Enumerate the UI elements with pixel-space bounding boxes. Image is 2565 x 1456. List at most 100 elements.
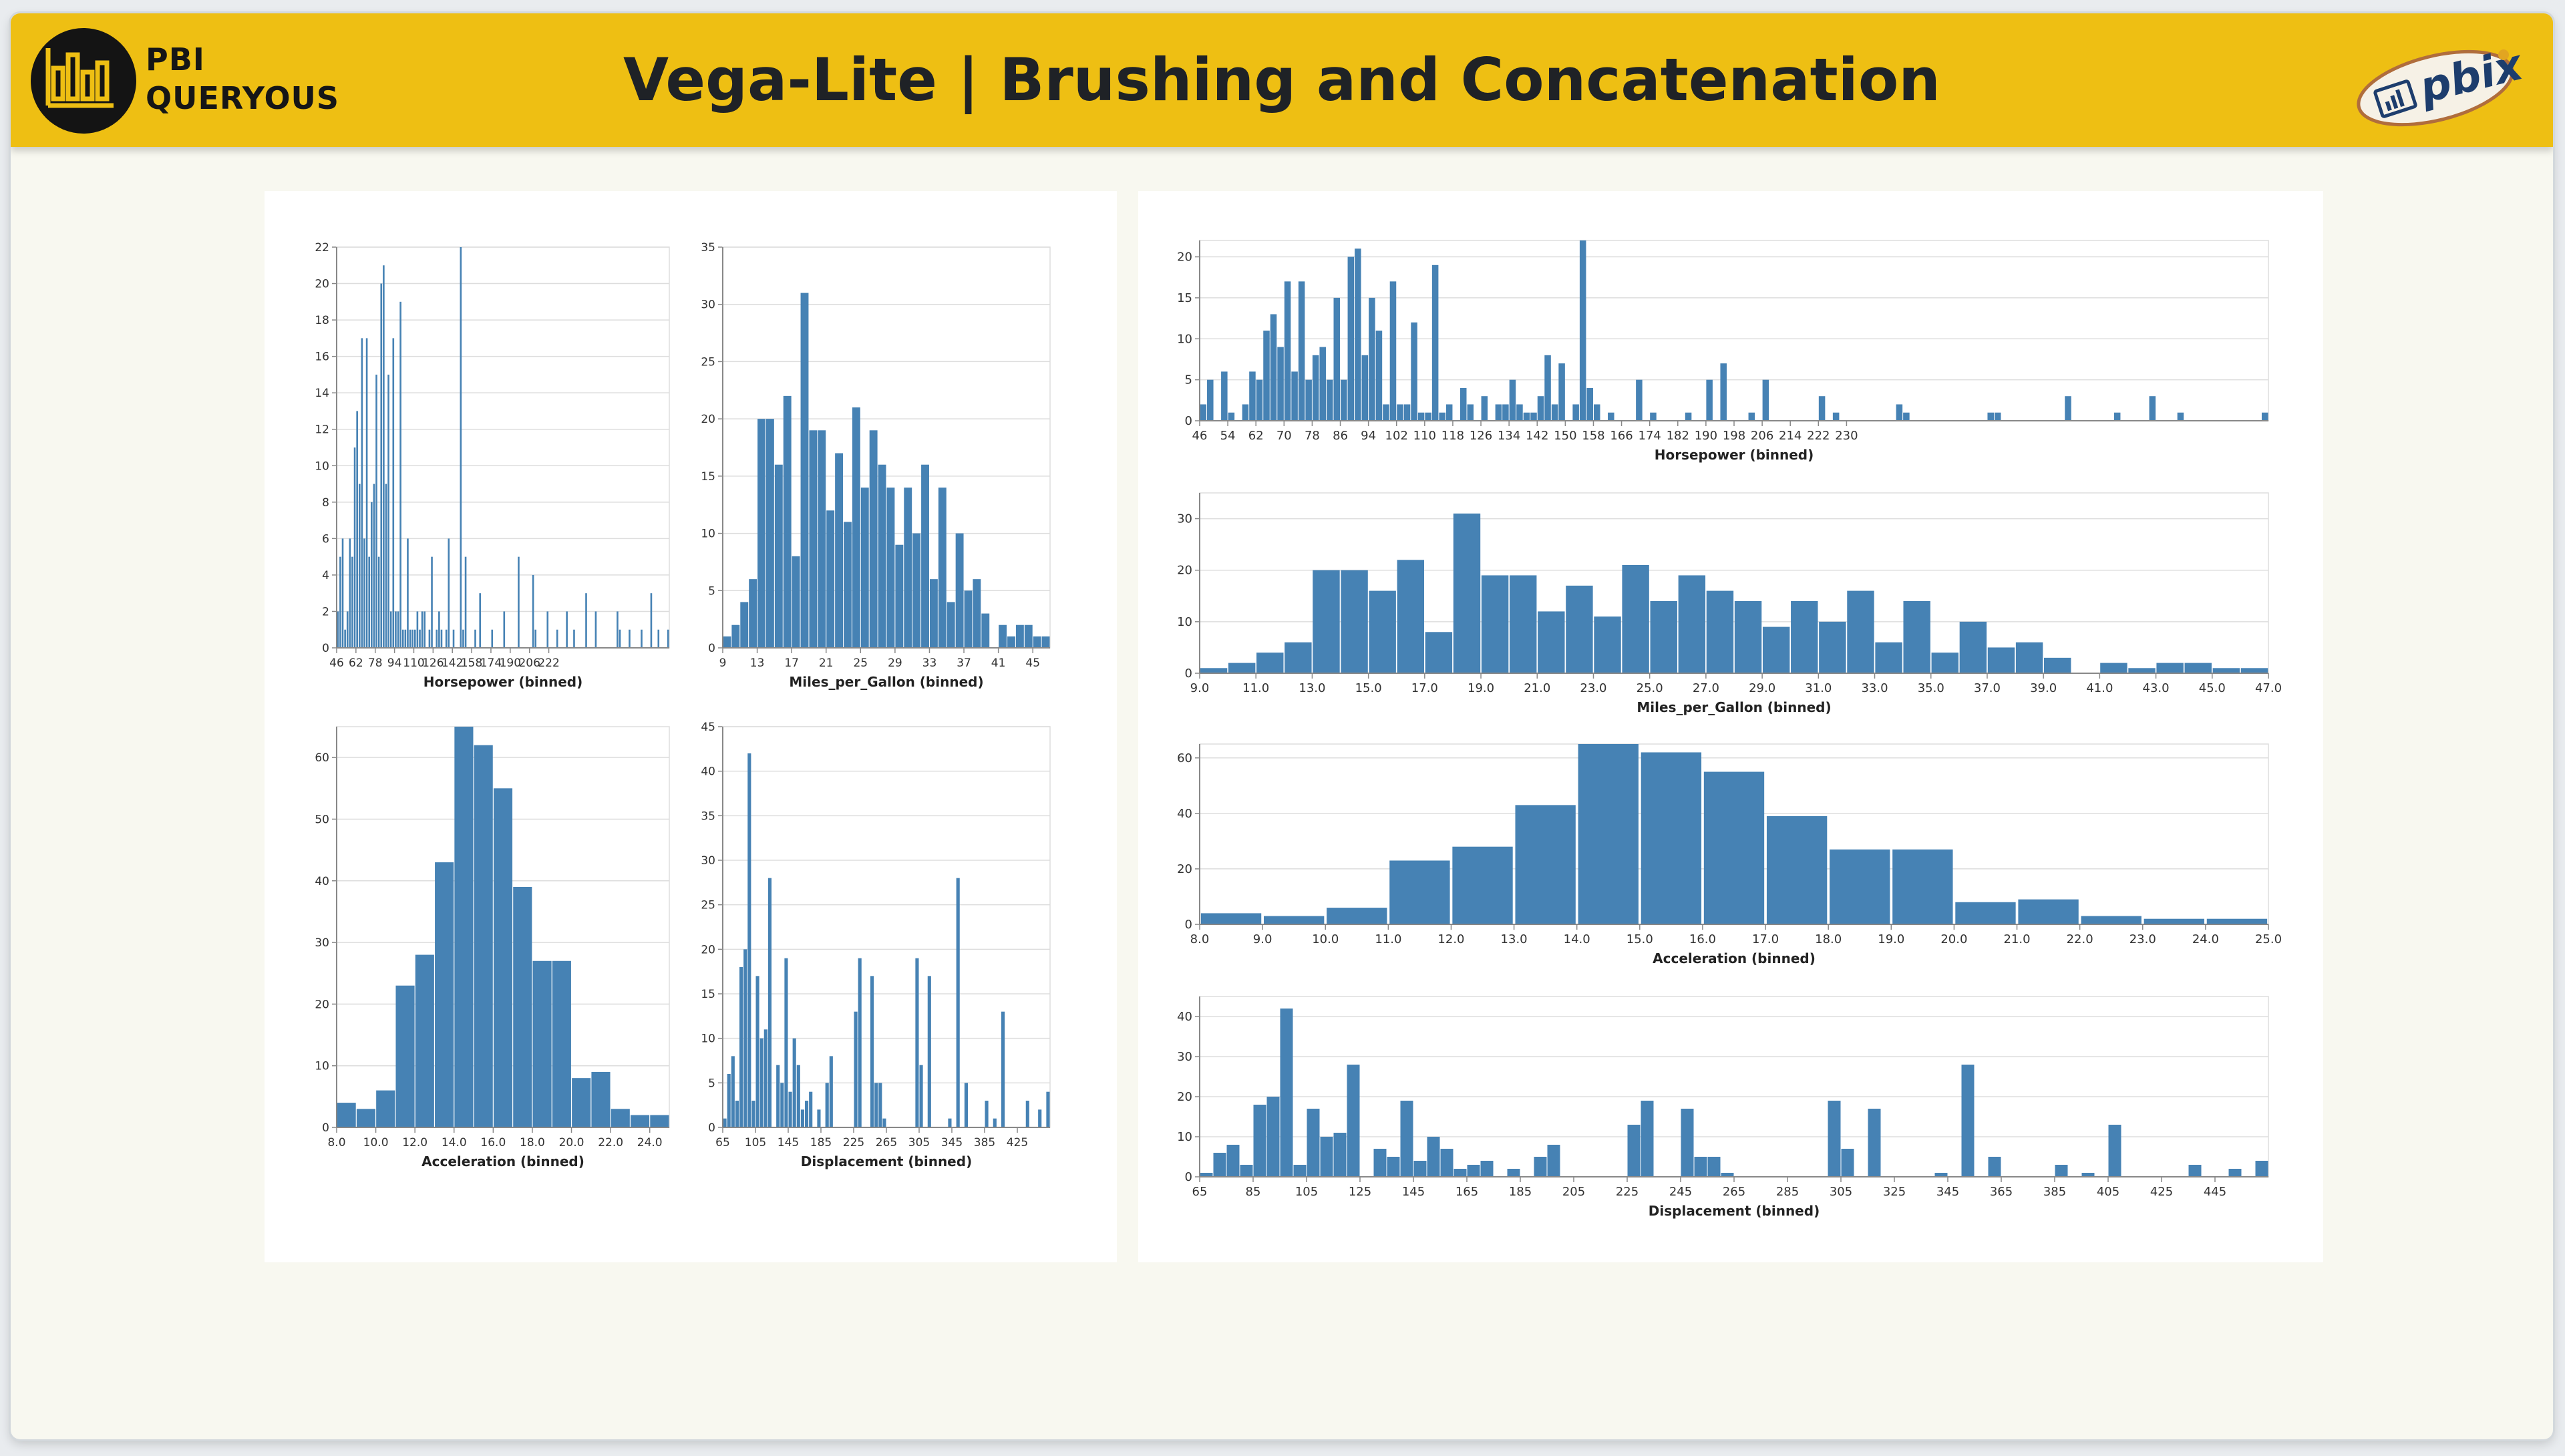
left-mpg-bar[interactable] (723, 636, 731, 648)
right-displacement-bar[interactable] (1988, 1157, 2001, 1177)
right-horsepower-bar[interactable] (1425, 412, 1431, 421)
right-horsepower-bar[interactable] (1720, 363, 1727, 421)
right-displacement-bar[interactable] (1400, 1101, 1413, 1177)
right-displacement-bar[interactable] (1507, 1169, 1520, 1177)
left-displacement-bar[interactable] (825, 1083, 829, 1127)
left-horsepower-bar[interactable] (573, 629, 575, 648)
right-mpg-bar[interactable] (2212, 668, 2240, 673)
left-horsepower-bar[interactable] (464, 556, 467, 648)
right-horsepower-bar[interactable] (1551, 404, 1558, 421)
right-mpg-bar[interactable] (1341, 570, 1368, 673)
left-displacement-bar[interactable] (919, 1065, 923, 1127)
right-horsepower-bar[interactable] (1249, 371, 1256, 421)
right-horsepower-bar[interactable] (1650, 412, 1657, 421)
left-horsepower-bar[interactable] (419, 629, 421, 648)
right-horsepower-bar[interactable] (1572, 404, 1579, 421)
left-displacement-bar[interactable] (747, 753, 751, 1127)
right-acceleration-bar[interactable] (1955, 902, 2016, 924)
right-mpg-bar[interactable] (1313, 570, 1340, 673)
left-horsepower-bar[interactable] (585, 593, 587, 648)
right-displacement-bar[interactable] (1440, 1149, 1454, 1177)
left-horsepower-bar[interactable] (358, 484, 361, 648)
left-mpg-bar[interactable] (869, 430, 878, 648)
right-horsepower-bar[interactable] (1207, 379, 1214, 421)
right-horsepower-bar[interactable] (1291, 371, 1298, 421)
right-displacement-bar[interactable] (1841, 1149, 1854, 1177)
right-acceleration-bar[interactable] (2081, 916, 2142, 924)
right-displacement-bar[interactable] (1427, 1137, 1440, 1177)
left-acceleration-bar[interactable] (532, 960, 552, 1127)
left-horsepower-bar[interactable] (438, 611, 440, 648)
left-horsepower-bar[interactable] (411, 629, 413, 648)
left-horsepower-bar[interactable] (339, 556, 341, 648)
left-mpg-bar[interactable] (835, 453, 844, 648)
right-mpg-bar[interactable] (1566, 585, 1593, 673)
left-horsepower-bar[interactable] (491, 629, 494, 648)
left-horsepower-bar[interactable] (534, 629, 537, 648)
left-displacement-bar[interactable] (915, 958, 919, 1127)
left-horsepower-bar[interactable] (667, 629, 669, 648)
left-mpg-bar[interactable] (1033, 636, 1041, 648)
left-horsepower-bar[interactable] (445, 629, 448, 648)
right-horsepower-bar[interactable] (1333, 297, 1341, 421)
right-horsepower-bar[interactable] (1319, 347, 1326, 421)
left-horsepower-bar[interactable] (619, 629, 621, 648)
right-horsepower-bar[interactable] (1586, 387, 1593, 421)
right-horsepower-bar[interactable] (1242, 404, 1249, 421)
left-displacement-bar[interactable] (1038, 1109, 1042, 1127)
right-mpg-bar[interactable] (1903, 601, 1930, 673)
left-horsepower-bar[interactable] (436, 629, 438, 648)
left-mpg-bar[interactable] (947, 602, 955, 648)
left-acceleration-bar[interactable] (552, 960, 571, 1127)
left-mpg-bar[interactable] (1015, 624, 1024, 648)
left-mpg-bar[interactable] (844, 522, 852, 648)
left-horsepower-bar[interactable] (460, 247, 462, 648)
right-acceleration-bar[interactable] (2144, 918, 2204, 924)
right-horsepower-bar[interactable] (1298, 281, 1305, 421)
left-mpg-bar[interactable] (964, 590, 973, 648)
right-horsepower-bar[interactable] (2149, 396, 2156, 421)
left-horsepower-bar[interactable] (423, 611, 426, 648)
left-displacement-bar[interactable] (805, 1101, 809, 1127)
left-mpg-bar[interactable] (731, 624, 740, 648)
right-mpg-bar[interactable] (1594, 616, 1621, 673)
left-horsepower-bar[interactable] (404, 629, 407, 648)
right-displacement-bar[interactable] (2228, 1169, 2242, 1177)
right-acceleration-bar[interactable] (1389, 860, 1450, 924)
right-displacement-bar[interactable] (1694, 1157, 1707, 1177)
left-acceleration-bar[interactable] (650, 1115, 669, 1127)
right-horsepower-bar[interactable] (1460, 387, 1467, 421)
left-horsepower-bar[interactable] (650, 593, 653, 648)
right-mpg-bar[interactable] (2240, 668, 2268, 673)
left-mpg-bar[interactable] (973, 579, 981, 648)
right-horsepower-bar[interactable] (1312, 355, 1319, 421)
right-displacement-bar[interactable] (1413, 1161, 1427, 1177)
left-horsepower-bar[interactable] (479, 593, 482, 648)
left-displacement-bar[interactable] (800, 1109, 805, 1127)
left-acceleration-bar[interactable] (631, 1115, 650, 1127)
right-displacement-bar[interactable] (1347, 1065, 1360, 1177)
right-horsepower-bar[interactable] (1509, 379, 1516, 421)
right-horsepower-bar[interactable] (2065, 396, 2071, 421)
right-displacement-bar[interactable] (1641, 1101, 1654, 1177)
left-displacement-bar[interactable] (870, 976, 874, 1127)
right-horsepower-bar[interactable] (1762, 379, 1769, 421)
right-horsepower-bar[interactable] (1896, 404, 1903, 421)
left-displacement-bar[interactable] (1046, 1091, 1050, 1127)
right-mpg-bar[interactable] (1453, 513, 1481, 673)
right-horsepower-bar[interactable] (1389, 281, 1397, 421)
right-displacement-bar[interactable] (1307, 1109, 1320, 1177)
left-displacement-bar[interactable] (874, 1083, 878, 1127)
left-mpg-bar[interactable] (765, 419, 774, 648)
left-displacement-bar[interactable] (731, 1056, 735, 1127)
left-acceleration-bar[interactable] (395, 985, 415, 1127)
left-acceleration-bar[interactable] (337, 1103, 356, 1127)
right-horsepower-bar[interactable] (1818, 396, 1826, 421)
left-displacement-bar[interactable] (755, 976, 759, 1127)
right-acceleration-bar[interactable] (2206, 918, 2268, 924)
right-horsepower-bar[interactable] (1326, 379, 1333, 421)
right-horsepower-bar[interactable] (1903, 412, 1910, 421)
left-mpg-bar[interactable] (938, 488, 947, 648)
left-displacement-bar[interactable] (759, 1038, 763, 1127)
right-displacement-bar[interactable] (1280, 1009, 1293, 1177)
